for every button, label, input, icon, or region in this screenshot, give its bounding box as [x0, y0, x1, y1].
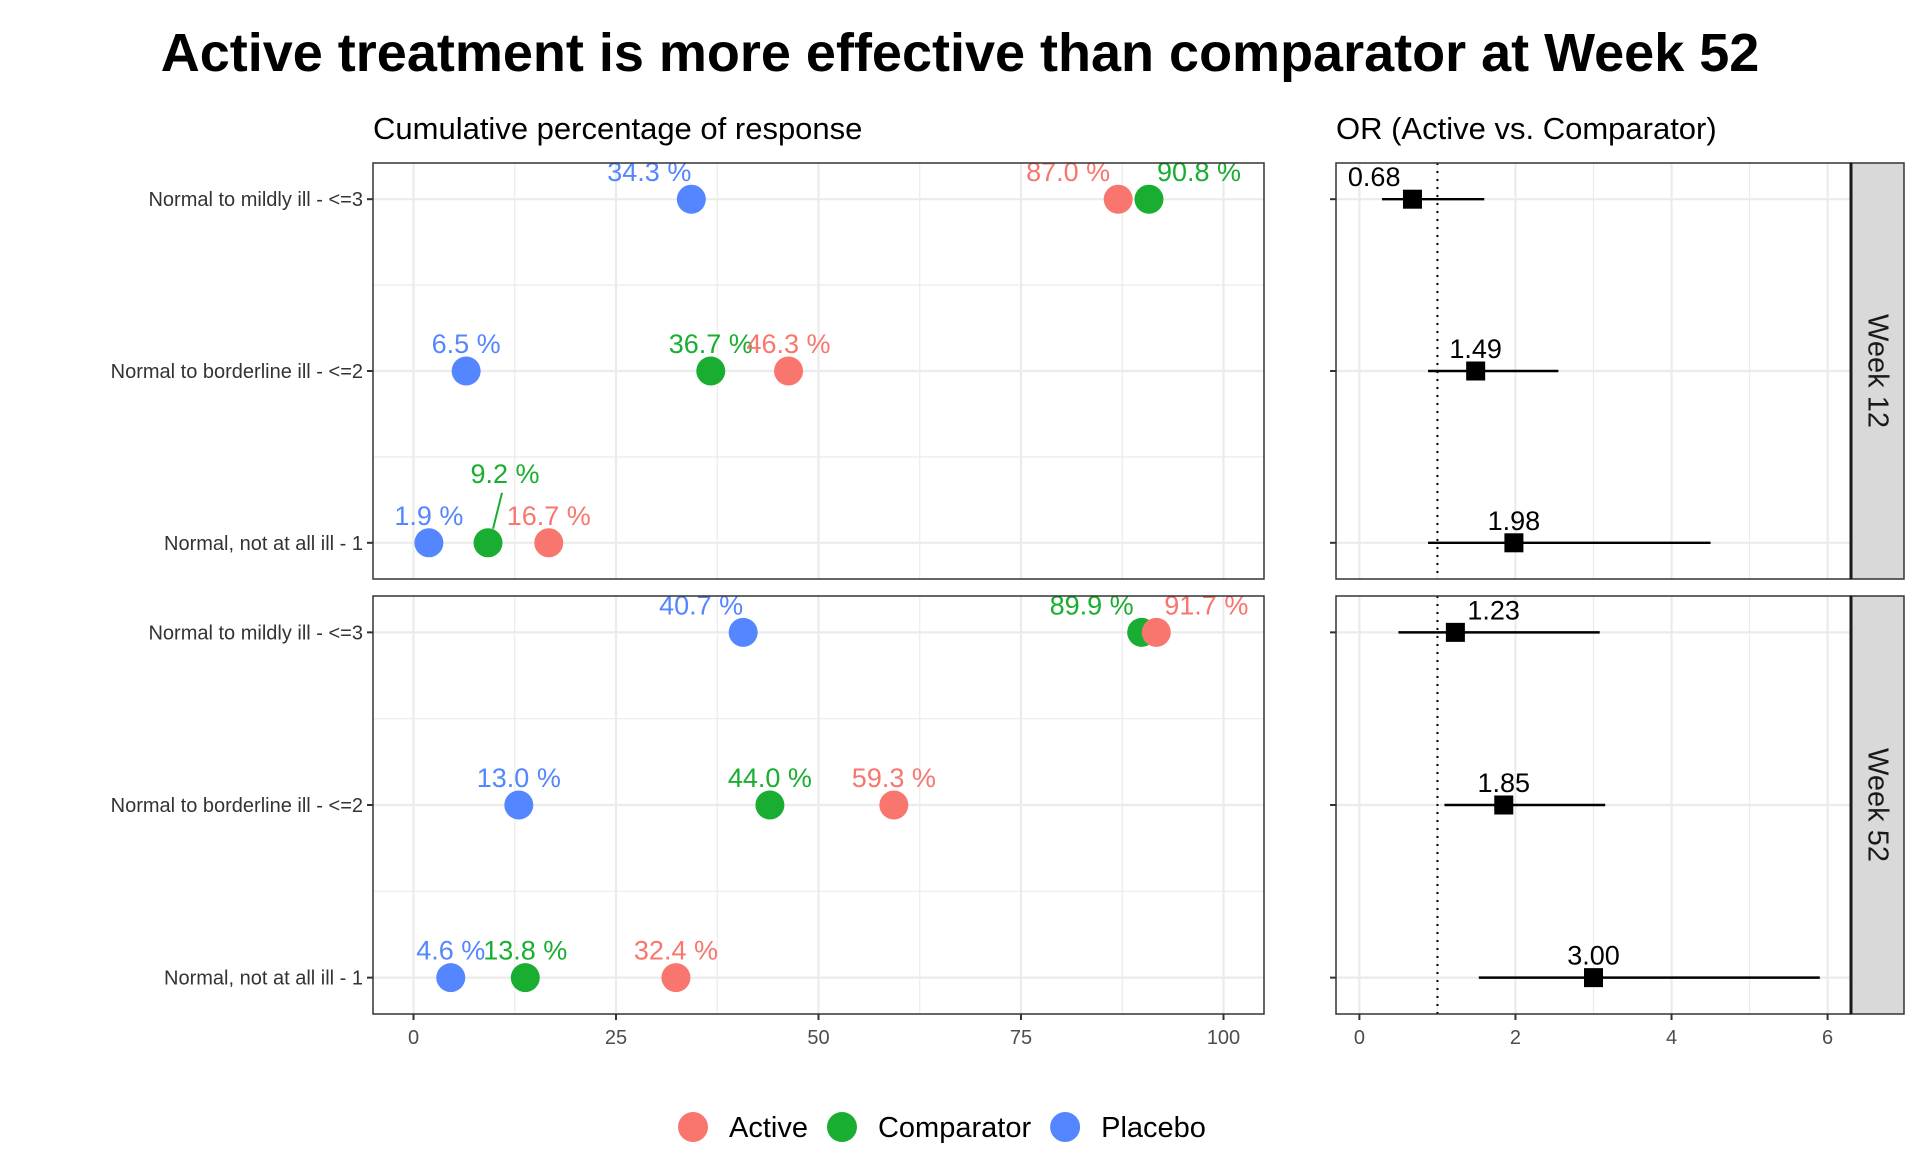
or-point — [1494, 795, 1514, 815]
legend-swatch-active — [678, 1112, 708, 1142]
or-label: 1.49 — [1449, 334, 1502, 364]
y-tick-label: Normal to borderline ill - <=2 — [111, 795, 363, 817]
point-label-active: 59.3 % — [852, 763, 936, 793]
x-tick-label: 4 — [1666, 1027, 1677, 1049]
or-point — [1466, 361, 1486, 381]
x-tick-label: 2 — [1510, 1027, 1521, 1049]
point-active — [1141, 617, 1171, 647]
point-active — [661, 963, 691, 993]
point-placebo — [728, 617, 758, 647]
point-label-comparator: 9.2 % — [470, 459, 539, 489]
or-label: 1.23 — [1467, 595, 1520, 625]
point-placebo — [451, 356, 481, 386]
point-label-comparator: 89.9 % — [1050, 590, 1134, 620]
or-point — [1445, 622, 1465, 642]
facet-strip-label: Week 52 — [1862, 748, 1894, 862]
or-point — [1584, 968, 1603, 988]
point-label-comparator: 36.7 % — [669, 329, 753, 359]
point-label-comparator: 90.8 % — [1157, 157, 1241, 187]
chart-title: Active treatment is more effective than … — [161, 23, 1760, 83]
point-label-comparator: 44.0 % — [728, 763, 812, 793]
point-placebo — [676, 184, 706, 214]
facet-strip-label: Week 12 — [1862, 314, 1894, 428]
or-label: 1.85 — [1477, 768, 1530, 798]
point-label-placebo: 34.3 % — [607, 157, 691, 187]
x-tick-label: 0 — [408, 1027, 419, 1049]
or-label: 3.00 — [1567, 941, 1620, 971]
point-comparator — [473, 528, 503, 558]
y-tick-label: Normal to mildly ill - <=3 — [148, 189, 363, 211]
point-comparator — [510, 963, 540, 993]
y-tick-label: Normal to mildly ill - <=3 — [148, 622, 363, 644]
left-panel-border — [372, 162, 1265, 580]
point-active — [1103, 184, 1133, 214]
facet-week-52: Normal to mildly ill - <=3 Normal to bord… — [111, 590, 1905, 1049]
x-tick-label: 100 — [1207, 1027, 1240, 1049]
x-tick-label: 50 — [807, 1027, 829, 1049]
point-label-comparator: 13.8 % — [483, 936, 567, 966]
x-tick-label: 25 — [605, 1027, 627, 1049]
or-point — [1402, 189, 1422, 209]
x-tick-label: 6 — [1822, 1027, 1833, 1049]
point-label-placebo: 40.7 % — [659, 590, 743, 620]
point-label-active: 87.0 % — [1026, 157, 1110, 187]
point-active — [774, 356, 804, 386]
point-label-active: 46.3 % — [746, 329, 830, 359]
y-tick-label: Normal, not at all ill - 1 — [164, 533, 363, 555]
point-label-active: 16.7 % — [507, 501, 591, 531]
point-comparator — [1134, 184, 1164, 214]
point-active — [879, 790, 909, 820]
y-tick-label: Normal to borderline ill - <=2 — [111, 361, 363, 383]
legend-label-placebo: Placebo — [1101, 1112, 1206, 1144]
facet-week-12: Normal to mildly ill - <=3 Normal to bord… — [111, 157, 1905, 580]
facet-strip — [1850, 595, 1905, 1015]
x-tick-label: 0 — [1354, 1027, 1365, 1049]
label-leader-line — [492, 492, 503, 530]
facet-strip — [1850, 162, 1905, 580]
legend-item-active: Active — [678, 1112, 808, 1144]
point-label-placebo: 13.0 % — [477, 763, 561, 793]
point-label-placebo: 4.6 % — [416, 936, 485, 966]
right-panel-subtitle: OR (Active vs. Comparator) — [1336, 111, 1717, 146]
left-panel-subtitle: Cumulative percentage of response — [373, 111, 862, 146]
point-comparator — [696, 356, 726, 386]
or-label: 0.68 — [1348, 162, 1401, 192]
legend-item-comparator: Comparator — [826, 1112, 1031, 1144]
point-label-placebo: 1.9 % — [394, 501, 463, 531]
legend-swatch-comparator — [826, 1112, 857, 1142]
point-label-active: 32.4 % — [634, 936, 718, 966]
legend: Active Comparator Placebo — [678, 1112, 1206, 1144]
point-comparator — [755, 790, 785, 820]
x-tick-label: 75 — [1010, 1027, 1032, 1049]
y-tick-label: Normal, not at all ill - 1 — [164, 968, 363, 990]
point-placebo — [436, 963, 466, 993]
point-placebo — [414, 528, 444, 558]
legend-label-active: Active — [729, 1112, 808, 1144]
point-placebo — [504, 790, 534, 820]
point-active — [534, 528, 564, 558]
or-label: 1.98 — [1488, 506, 1541, 536]
legend-label-comparator: Comparator — [878, 1112, 1031, 1144]
point-label-active: 91.7 % — [1164, 590, 1248, 620]
point-label-placebo: 6.5 % — [432, 329, 501, 359]
or-point — [1504, 533, 1524, 553]
legend-swatch-placebo — [1050, 1112, 1081, 1142]
legend-item-placebo: Placebo — [1050, 1112, 1206, 1144]
